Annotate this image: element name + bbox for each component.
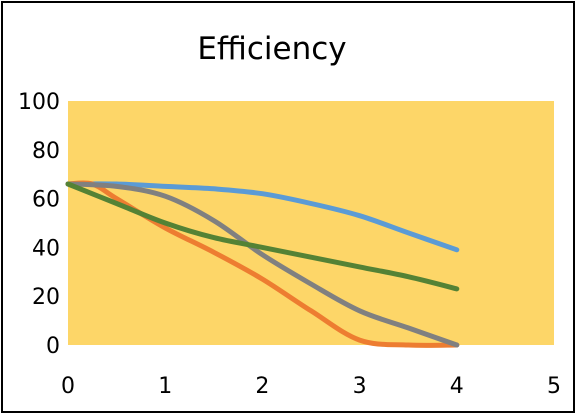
x-tick-label: 2 (255, 374, 269, 399)
x-tick-label: 0 (61, 374, 75, 399)
chart-title: Efficiency (197, 31, 346, 67)
y-tick-label: 0 (46, 334, 60, 359)
y-axis-ticks: 100 80 60 40 20 0 (18, 90, 60, 359)
y-tick-label: 20 (32, 285, 60, 310)
y-tick-label: 100 (18, 90, 60, 115)
x-axis-ticks: 0 1 2 3 4 5 (61, 374, 561, 399)
x-tick-label: 5 (547, 374, 561, 399)
y-tick-label: 80 (32, 139, 60, 164)
x-tick-label: 3 (353, 374, 367, 399)
x-tick-label: 1 (158, 374, 172, 399)
y-tick-label: 60 (32, 188, 60, 213)
x-tick-label: 4 (450, 374, 464, 399)
y-tick-label: 40 (32, 236, 60, 261)
